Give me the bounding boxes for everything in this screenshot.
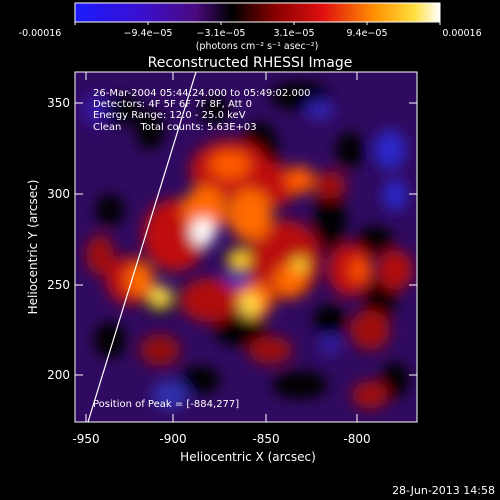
heatmap-blob [381, 362, 409, 398]
x-axis-label: Heliocentric X (arcsec) [180, 450, 316, 464]
info-line-2: Energy Range: 12.0 - 25.0 keV [93, 110, 246, 121]
heatmap-blob [314, 304, 346, 336]
colorbar-tick-label-1: −9.4e−05 [124, 28, 173, 39]
y-tick-label-0: 200 [47, 368, 70, 382]
heatmap-blob [248, 336, 292, 364]
info-line-1: Detectors: 4F 5F 6F 7F 8F, Att 0 [93, 99, 252, 110]
colorbar-tick-label-4: 9.4e−05 [346, 28, 387, 39]
heatmap-blob [180, 278, 240, 322]
heatmap-blob [350, 310, 390, 350]
solar-limb-line [87, 72, 197, 422]
axis-ticks [75, 72, 417, 422]
heatmap-blob [98, 96, 142, 124]
heatmap-blob [352, 381, 388, 409]
heatmap-blob [201, 96, 229, 124]
heatmap-blob [336, 132, 364, 168]
heatmap-blob [357, 226, 393, 254]
y-tick-label-3: 350 [47, 96, 70, 110]
x-tick-label-1: -900 [159, 432, 186, 446]
heatmap-blob [96, 194, 124, 226]
heatmap-blob [364, 280, 396, 320]
peak-position-label: Position of Peak = [-884,277] [93, 399, 239, 410]
y-axis-label: Heliocentric Y (arcsec) [26, 180, 40, 315]
x-tick-label-0: -950 [72, 432, 99, 446]
heatmap-blob [374, 130, 406, 170]
heatmap-blob [180, 366, 220, 394]
info-line-0: 26-Mar-2004 05:44:24.000 to 05:49:02.000 [93, 88, 311, 99]
heatmap-blob [286, 166, 314, 194]
heatmap-blob [136, 110, 164, 150]
heatmap-blob [240, 293, 260, 317]
heatmap-blob [140, 334, 180, 366]
heatmap-blob [292, 257, 308, 273]
x-tick-label-3: -800 [343, 432, 370, 446]
info-annotation: 26-Mar-2004 05:44:24.000 to 05:49:02.000… [93, 88, 311, 133]
heatmap-blob [314, 171, 346, 199]
heatmap-blob [183, 186, 227, 234]
heatmap-blob [306, 100, 334, 120]
heatmap-blob [228, 189, 272, 241]
heatmap-image [75, 72, 417, 422]
heatmap-blob [94, 322, 126, 358]
heatmap-blob [214, 314, 266, 346]
heatmap-blob [314, 190, 346, 250]
plot-frame [74, 71, 418, 423]
y-tick-label-2: 300 [47, 187, 70, 201]
heatmap-blob [210, 151, 250, 179]
info-line-3: Clean Total counts: 5.63E+03 [93, 122, 257, 133]
heatmap-blob [350, 258, 370, 282]
plot-title: Reconstructed RHESSI Image [148, 55, 353, 71]
timestamp: 28-Jun-2013 14:58 [392, 484, 495, 497]
colorbar-tick-label-2: −3.1e−05 [197, 28, 246, 39]
heatmap-blob [230, 250, 250, 270]
colorbar-tick-label-5: 0.00016 [442, 28, 481, 39]
heatmap-blob [152, 381, 188, 409]
colorbar-tick-label-0: -0.00016 [19, 28, 62, 39]
heatmap-blob [191, 218, 215, 246]
heatmap-blob [383, 179, 407, 211]
heatmap-blob [86, 235, 114, 275]
colorbar-gradient [74, 2, 441, 23]
heatmap-blob [150, 286, 170, 306]
x-tick-label-2: -850 [252, 432, 279, 446]
heatmap-blob [377, 250, 413, 290]
heatmap-blob [81, 94, 109, 126]
y-tick-label-1: 250 [47, 278, 70, 292]
heatmap-blob [272, 371, 328, 399]
colorbar-ticks [74, 22, 441, 25]
heatmap-blob [126, 264, 154, 296]
colorbar-units-label: (photons cm⁻² s⁻¹ asec⁻²) [196, 41, 319, 52]
heatmap-blob [320, 335, 340, 355]
colorbar-tick-label-3: 3.1e−05 [273, 28, 314, 39]
